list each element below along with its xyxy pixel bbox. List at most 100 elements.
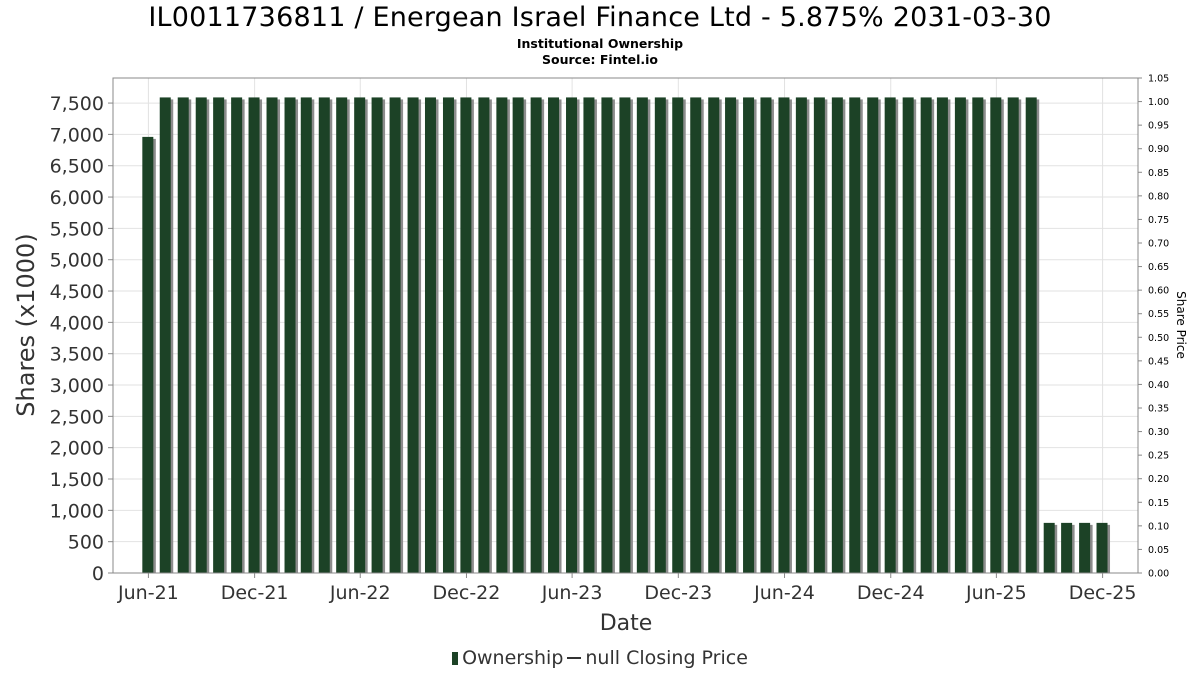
ownership-bar xyxy=(954,97,966,574)
ownership-bar xyxy=(760,97,772,574)
y2-tick-label: 0.30 xyxy=(1148,427,1169,438)
x-tick-label: Dec-25 xyxy=(1069,582,1137,604)
x-tick-label: Dec-23 xyxy=(644,582,712,604)
ownership-bar xyxy=(231,97,243,574)
ownership-bar xyxy=(530,97,542,574)
ownership-bar xyxy=(424,97,436,574)
y-tick-label: 6,000 xyxy=(50,187,104,209)
ownership-bar xyxy=(300,97,312,574)
y-axis-ticks: 0 500 1,000 1,500 2,000 2,500 3,000 3,500 4,000 4… xyxy=(50,93,113,585)
x-tick-label: Dec-21 xyxy=(221,582,289,604)
ownership-bar xyxy=(831,97,843,574)
ownership-bar xyxy=(743,97,755,574)
y2-tick-label: 0.15 xyxy=(1148,498,1169,509)
ownership-bar xyxy=(478,97,490,574)
ownership-bar xyxy=(1043,522,1055,573)
y-tick-label: 3,000 xyxy=(50,375,104,397)
y2-tick-label: 0.80 xyxy=(1148,191,1169,202)
ownership-bar xyxy=(920,97,932,574)
ownership-bar xyxy=(1061,522,1073,573)
x-tick-label: Jun-21 xyxy=(117,582,179,604)
ownership-bar xyxy=(936,97,948,574)
ownership-bar xyxy=(336,97,348,574)
ownership-bar xyxy=(849,97,861,574)
legend-price-label: null Closing Price xyxy=(585,647,748,669)
ownership-bar xyxy=(654,97,666,574)
ownership-bar xyxy=(389,97,401,574)
chart-subtitle: Institutional Ownership xyxy=(516,36,684,51)
y2-tick-label: 0.85 xyxy=(1148,168,1169,179)
ownership-bars xyxy=(142,97,1111,574)
ownership-bar xyxy=(884,97,896,574)
y-tick-label: 6,500 xyxy=(50,156,104,178)
x-tick-label: Dec-22 xyxy=(433,582,501,604)
y2-tick-label: 0.35 xyxy=(1148,404,1169,415)
y2-tick-label: 0.95 xyxy=(1148,121,1169,132)
ownership-bar xyxy=(354,97,366,574)
ownership-bar xyxy=(195,97,207,574)
y-tick-label: 2,000 xyxy=(50,438,104,460)
y-tick-label: 4,000 xyxy=(50,312,104,334)
ownership-bar xyxy=(672,97,684,574)
ownership-bar xyxy=(867,97,879,574)
x-axis-ticks: Jun-21 Dec-21 Jun-22 Dec-22 Jun-23 Dec-23 Jun-… xyxy=(117,573,1137,604)
y2-tick-label: 0.05 xyxy=(1148,545,1169,556)
ownership-bar xyxy=(1025,97,1037,574)
chart-title: IL0011736811 / Energean Israel Finance L… xyxy=(148,2,1052,33)
y-tick-label: 0 xyxy=(92,563,104,585)
y-tick-label: 7,500 xyxy=(50,93,104,115)
ownership-bar xyxy=(142,136,154,573)
ownership-bar xyxy=(1007,97,1019,574)
ownership-bar xyxy=(512,97,524,574)
ownership-bar xyxy=(708,97,720,574)
ownership-bar xyxy=(442,97,454,574)
ownership-bar xyxy=(619,97,631,574)
ownership-bar xyxy=(725,97,737,574)
x-axis-label: Date xyxy=(600,611,653,636)
ownership-bar xyxy=(583,97,595,574)
ownership-bar xyxy=(778,97,790,574)
ownership-bar xyxy=(318,97,330,574)
y2-tick-label: 1.05 xyxy=(1148,74,1169,85)
y2-tick-label: 0.50 xyxy=(1148,333,1169,344)
ownership-bar xyxy=(177,97,189,574)
ownership-bar xyxy=(990,97,1002,574)
ownership-bar xyxy=(1079,522,1091,573)
ownership-bar xyxy=(972,97,984,574)
ownership-bar xyxy=(636,97,648,574)
ownership-bar xyxy=(690,97,702,574)
ownership-bar xyxy=(496,97,508,574)
y-tick-label: 2,500 xyxy=(50,406,104,428)
chart-source: Source: Fintel.io xyxy=(542,52,658,67)
x-tick-label: Jun-22 xyxy=(329,582,391,604)
plot-frame xyxy=(112,77,1139,574)
x-tick-label: Jun-25 xyxy=(965,582,1027,604)
y2-tick-label: 1.00 xyxy=(1148,97,1169,108)
price-legend-line xyxy=(567,657,582,659)
y2-tick-label: 0.00 xyxy=(1148,569,1169,580)
y-tick-label: 4,500 xyxy=(50,281,104,303)
y2-axis-ticks: 0.00 0.05 0.10 0.15 0.20 0.25 0.30 0.35 0.40 0.45… xyxy=(1138,74,1169,580)
y-tick-label: 5,000 xyxy=(50,250,104,272)
ownership-bar xyxy=(795,97,807,574)
ownership-bar xyxy=(284,97,296,574)
y2-tick-label: 0.60 xyxy=(1148,286,1169,297)
y-tick-label: 7,000 xyxy=(50,124,104,146)
ownership-bar xyxy=(566,97,578,574)
ownership-bar xyxy=(159,97,171,574)
ownership-bar xyxy=(1096,522,1108,573)
x-tick-label: Dec-24 xyxy=(857,582,925,604)
legend: Ownership null Closing Price xyxy=(0,647,1200,669)
ownership-bar xyxy=(407,97,419,574)
ownership-bar xyxy=(601,97,613,574)
y2-tick-label: 0.90 xyxy=(1148,144,1169,155)
ownership-bar xyxy=(548,97,560,574)
x-tick-label: Jun-24 xyxy=(753,582,815,604)
ownership-bar xyxy=(902,97,914,574)
y2-axis-label: Share Price xyxy=(1174,291,1188,359)
y2-tick-label: 0.70 xyxy=(1148,239,1169,250)
x-tick-label: Jun-23 xyxy=(541,582,603,604)
y-axis-label: Shares (x1000) xyxy=(12,233,40,416)
ownership-bar xyxy=(248,97,260,574)
